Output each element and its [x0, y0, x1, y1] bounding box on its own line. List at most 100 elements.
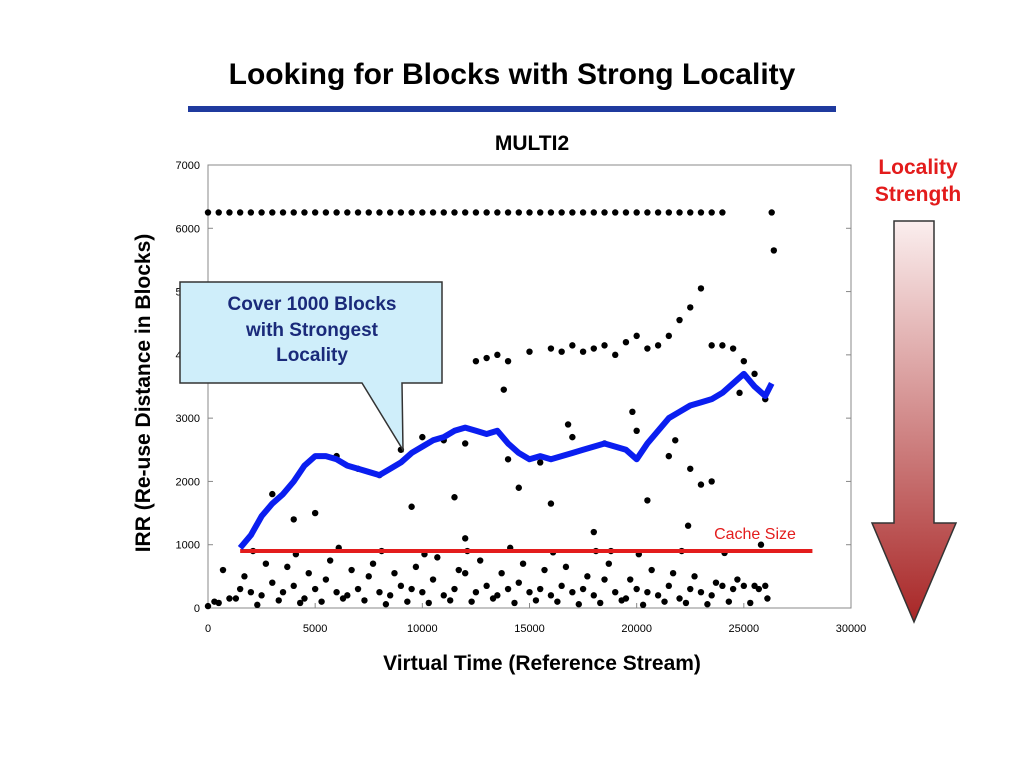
- scatter-point: [665, 582, 673, 590]
- scatter-point: [691, 573, 698, 580]
- scatter-point: [455, 566, 462, 574]
- scatter-point: [226, 595, 233, 602]
- scatter-point: [629, 408, 636, 416]
- scatter-point: [547, 345, 555, 352]
- scatter-point: [365, 573, 372, 580]
- scatter-point: [408, 585, 415, 593]
- scatter-point: [408, 503, 415, 510]
- scatter-point: [665, 332, 673, 340]
- scatter-point: [708, 592, 715, 599]
- scatter-point: [579, 348, 587, 355]
- scatter-point: [290, 516, 297, 523]
- scatter-point: [365, 209, 372, 216]
- scatter-point: [333, 588, 340, 596]
- scatter-point: [219, 566, 227, 574]
- scatter-point: [564, 421, 572, 428]
- scatter-point: [762, 582, 769, 590]
- scatter-point: [462, 569, 469, 577]
- scatter-point: [633, 427, 640, 434]
- scatter-point: [605, 560, 613, 567]
- coverage-line: [237, 370, 775, 550]
- scatter-point: [562, 563, 570, 571]
- scatter-point: [708, 209, 715, 216]
- scatter-point: [290, 582, 297, 590]
- scatter-point: [322, 209, 330, 216]
- y-tick-label: 2000: [176, 476, 200, 488]
- scatter-point: [590, 345, 597, 352]
- scatter-point: [537, 585, 544, 593]
- scatter-point: [770, 247, 778, 254]
- scatter-point: [215, 209, 222, 216]
- scatter-point: [354, 209, 362, 216]
- scatter-point: [768, 209, 775, 216]
- scatter-point: [472, 209, 480, 216]
- scatter-point: [204, 602, 212, 610]
- x-tick-label: 0: [205, 623, 211, 635]
- scatter-point: [211, 598, 218, 605]
- scatter-point: [654, 342, 662, 349]
- scatter-point: [676, 595, 683, 602]
- series-lines: [237, 370, 813, 554]
- scatter-point: [541, 566, 548, 574]
- scatter-point: [462, 535, 469, 542]
- scatter-point: [601, 576, 608, 583]
- scatter-point: [747, 599, 754, 607]
- x-tick-label: 5000: [303, 623, 327, 635]
- y-tick-label: 0: [194, 603, 200, 615]
- scatter-point: [537, 459, 544, 466]
- scatter-point: [511, 599, 518, 607]
- scatter-point: [633, 332, 640, 340]
- x-tick-label: 15000: [514, 623, 545, 635]
- scatter-point: [597, 599, 604, 607]
- scatter-point: [451, 494, 458, 501]
- scatter-point: [687, 209, 694, 216]
- scatter-point: [262, 560, 270, 567]
- callout-line-3: Locality: [276, 345, 348, 367]
- locality-strength-label: Locality Strength: [858, 154, 978, 209]
- scatter-point: [236, 209, 244, 216]
- scatter-point: [612, 351, 619, 359]
- scatter-point: [648, 566, 655, 574]
- scatter-point: [236, 585, 244, 593]
- scatter-point: [311, 509, 319, 517]
- scatter-point: [644, 209, 651, 216]
- scatter-point: [644, 497, 651, 504]
- scatter-point: [241, 573, 248, 580]
- scatter-point: [361, 597, 368, 604]
- scatter-point: [412, 563, 420, 571]
- scatter-point: [258, 592, 265, 599]
- x-tick-label: 20000: [621, 623, 652, 635]
- scatter-point: [654, 592, 662, 599]
- scatter-point: [500, 386, 507, 393]
- scatter-point: [462, 440, 469, 447]
- scatter-point: [764, 595, 771, 602]
- scatter-point: [590, 528, 597, 536]
- scatter-point: [404, 598, 411, 605]
- scatter-point: [639, 601, 647, 609]
- scatter-point: [633, 585, 640, 593]
- scatter-point: [376, 588, 383, 596]
- scatter-point: [429, 209, 437, 216]
- y-axis-label: IRR (Re-use Distance in Blocks): [132, 234, 155, 553]
- y-tick-label: 6000: [176, 223, 200, 235]
- scatter-point: [333, 209, 340, 216]
- scatter-point: [526, 348, 533, 355]
- scatter-point: [515, 579, 522, 586]
- scatter-point: [654, 209, 662, 216]
- scatter-point: [290, 209, 297, 216]
- scatter-point: [451, 585, 458, 593]
- scatter-point: [554, 598, 561, 605]
- scatter-point: [279, 209, 287, 216]
- scatter-point: [279, 588, 287, 596]
- scatter-point: [284, 563, 291, 571]
- scatter-point: [504, 357, 512, 365]
- scatter-point: [504, 585, 512, 593]
- scatter-point: [519, 560, 527, 567]
- scatter-point: [339, 595, 347, 602]
- scatter-point: [369, 560, 377, 567]
- scatter-point: [569, 209, 576, 216]
- scatter-point: [697, 209, 705, 216]
- scatter-point: [751, 370, 758, 378]
- x-tick-label: 30000: [836, 623, 867, 635]
